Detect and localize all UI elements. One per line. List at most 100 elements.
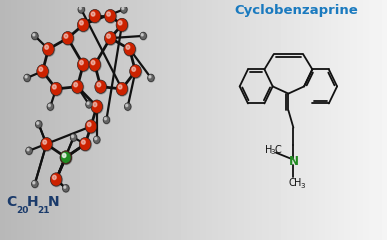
Circle shape [32,32,38,40]
Circle shape [86,101,92,108]
Circle shape [37,65,48,78]
Circle shape [43,43,55,56]
Circle shape [80,21,83,25]
Circle shape [25,76,27,78]
Text: Cyclobenzaprine: Cyclobenzaprine [235,4,358,17]
Circle shape [33,181,35,184]
Circle shape [72,135,74,138]
Circle shape [27,148,29,151]
Circle shape [48,104,50,107]
Text: H: H [27,195,39,209]
Circle shape [116,83,128,96]
Circle shape [148,74,154,82]
Circle shape [36,121,42,128]
Circle shape [70,134,77,141]
Circle shape [37,122,39,124]
Text: 21: 21 [38,205,50,215]
Circle shape [63,185,69,192]
Circle shape [78,19,89,32]
Circle shape [95,80,106,93]
Text: C: C [275,144,281,155]
Circle shape [103,116,110,124]
Circle shape [80,138,91,151]
Circle shape [130,65,142,78]
Circle shape [124,42,135,56]
Circle shape [82,140,85,144]
Circle shape [70,134,77,142]
Circle shape [118,85,122,89]
Circle shape [79,7,81,10]
Circle shape [148,74,154,82]
Circle shape [91,12,95,16]
Circle shape [41,138,53,151]
Circle shape [105,10,116,23]
Text: N: N [47,195,59,209]
Circle shape [132,67,135,71]
Circle shape [47,103,53,110]
Circle shape [60,151,72,164]
Circle shape [140,32,147,40]
Circle shape [64,34,68,38]
Circle shape [72,80,83,93]
Circle shape [125,103,131,110]
Circle shape [50,82,62,96]
Text: H: H [294,178,301,188]
Circle shape [24,74,30,82]
Circle shape [89,9,101,23]
Circle shape [85,120,97,133]
Circle shape [32,180,38,188]
Circle shape [47,103,54,111]
Circle shape [79,138,91,151]
Circle shape [45,45,48,49]
Circle shape [89,59,101,72]
Circle shape [94,136,100,144]
Circle shape [86,120,97,134]
Circle shape [80,60,83,65]
Circle shape [72,81,84,94]
Circle shape [105,32,116,45]
Circle shape [97,83,101,87]
Text: C: C [288,178,295,188]
Circle shape [126,104,128,107]
Circle shape [77,18,89,31]
Circle shape [95,81,107,94]
Circle shape [104,31,116,45]
Circle shape [89,10,101,23]
Circle shape [107,34,110,38]
Circle shape [149,76,151,78]
Circle shape [121,6,127,13]
Circle shape [118,21,122,25]
Circle shape [26,147,33,155]
Circle shape [86,101,92,108]
Circle shape [61,151,71,163]
Circle shape [116,18,128,31]
Circle shape [94,136,100,144]
Circle shape [24,74,31,82]
Circle shape [50,173,62,186]
Circle shape [62,185,69,192]
Circle shape [64,186,66,188]
Circle shape [141,34,143,36]
Circle shape [89,58,101,71]
Circle shape [122,7,124,10]
Text: 20: 20 [16,205,29,215]
Circle shape [53,175,56,180]
Circle shape [91,100,103,113]
Circle shape [87,102,89,104]
Circle shape [107,12,110,16]
Circle shape [78,59,89,72]
Text: H: H [265,144,272,155]
Circle shape [32,180,38,188]
Circle shape [43,42,54,56]
Circle shape [140,32,147,40]
Circle shape [62,153,66,157]
Circle shape [125,103,131,111]
Circle shape [36,120,42,128]
Circle shape [43,140,46,144]
Circle shape [51,83,62,96]
Circle shape [77,58,89,71]
Circle shape [95,137,97,140]
Circle shape [32,32,38,40]
Circle shape [33,34,35,36]
Circle shape [62,32,74,45]
